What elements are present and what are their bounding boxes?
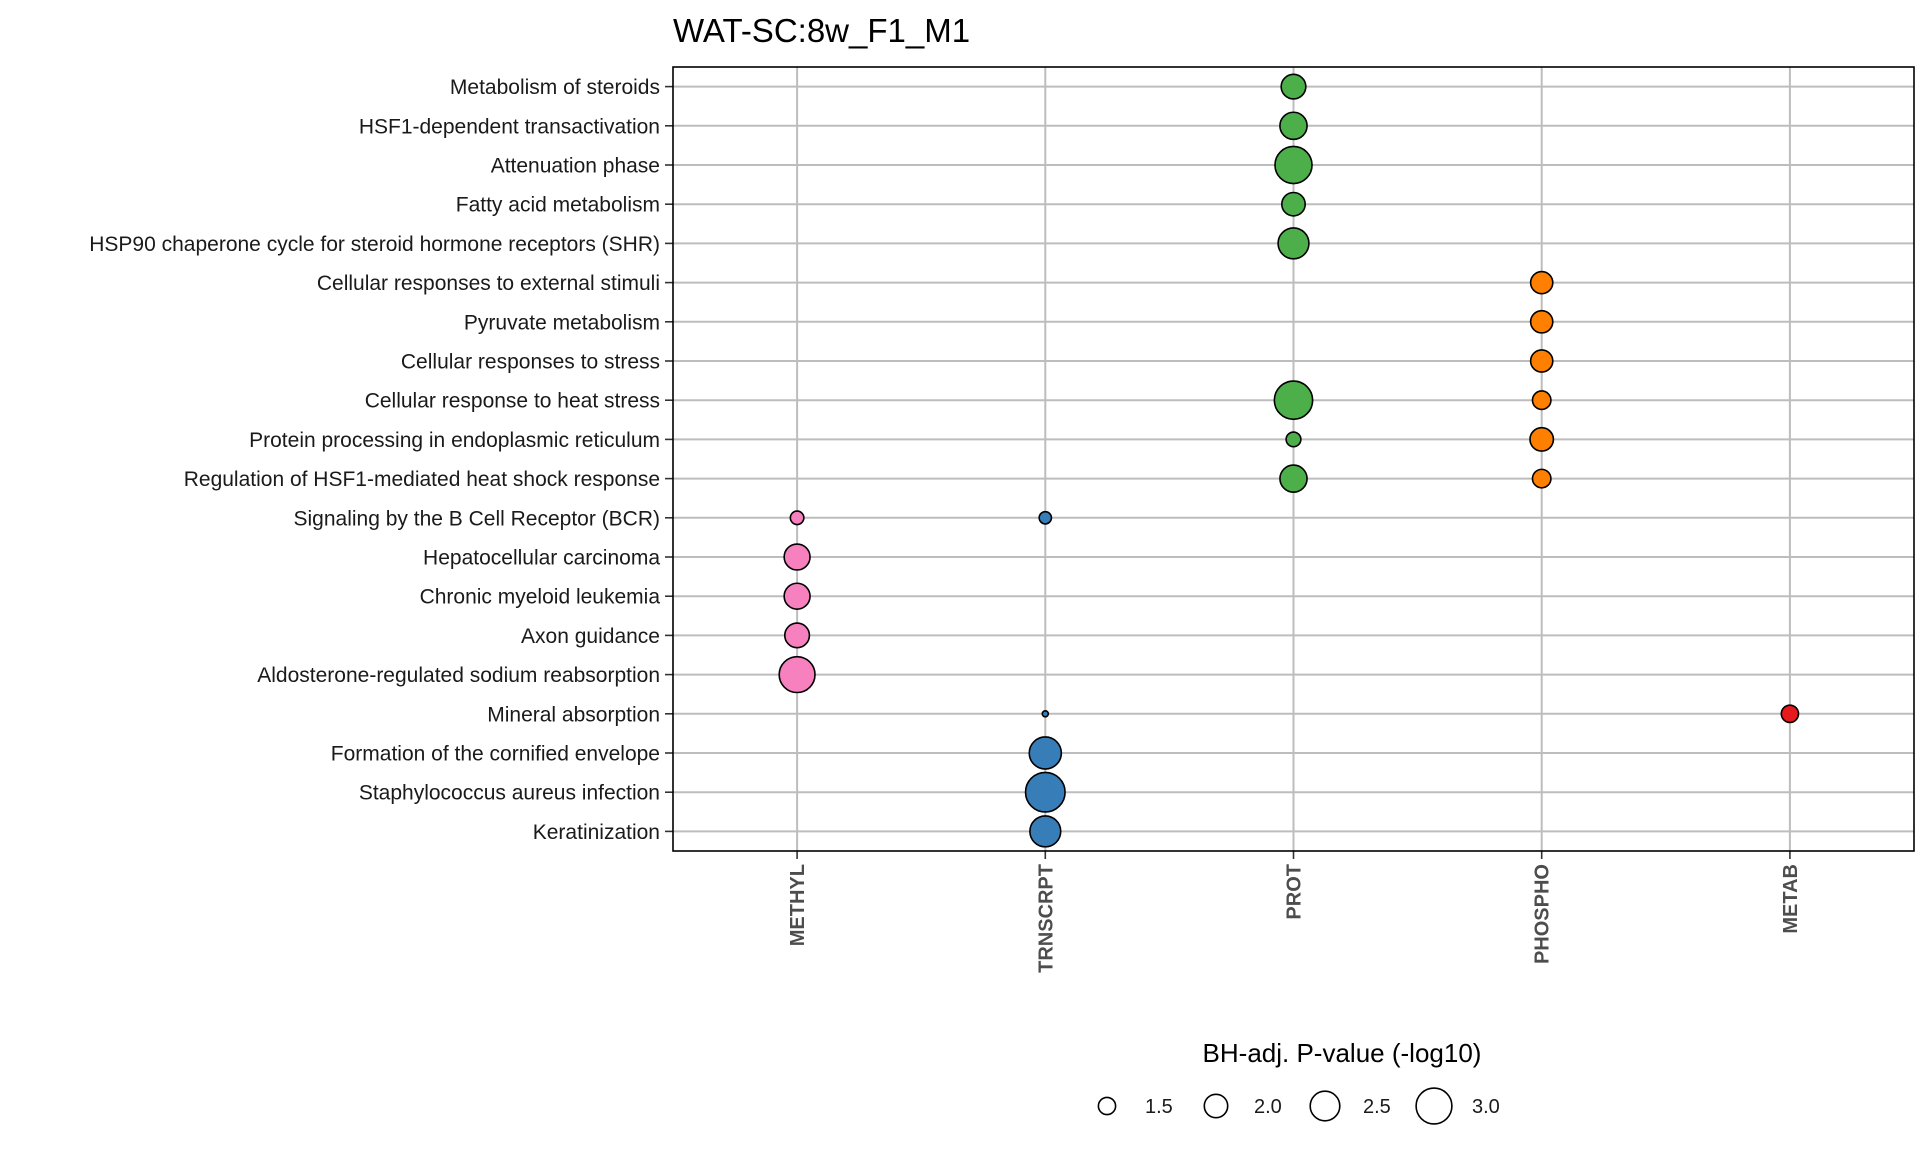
y-tick-label: Staphylococcus aureus infection bbox=[359, 782, 660, 805]
y-axis: Metabolism of steroids HSF1-dependent tra… bbox=[89, 76, 673, 844]
y-tick-label: Hepatocellular carcinoma bbox=[423, 547, 660, 570]
data-point bbox=[1028, 736, 1063, 770]
data-point bbox=[1279, 111, 1308, 141]
data-point bbox=[783, 622, 811, 649]
data-point bbox=[1024, 771, 1066, 813]
y-tick-label: Pyruvate metabolism bbox=[464, 311, 660, 334]
data-point bbox=[789, 510, 805, 526]
x-tick-label: TRNSCRPT bbox=[1035, 864, 1057, 973]
data-point bbox=[1780, 704, 1800, 724]
y-tick-label: Formation of the cornified envelope bbox=[331, 743, 660, 766]
y-tick-label: Keratinization bbox=[533, 821, 660, 844]
data-point bbox=[1041, 709, 1050, 718]
y-tick-label: Cellular response to heat stress bbox=[365, 390, 660, 413]
legend-key-label: 3.0 bbox=[1472, 1096, 1500, 1118]
y-tick-label: Regulation of HSF1-mediated heat shock r… bbox=[184, 468, 660, 491]
size-legend: BH-adj. P-value (-log10) 1.5 2.0 2.5 3.0 bbox=[1097, 1038, 1500, 1125]
points-layer bbox=[778, 73, 1800, 848]
grid-layer bbox=[673, 67, 1914, 851]
data-point bbox=[1273, 380, 1314, 421]
data-point bbox=[1529, 426, 1555, 452]
y-tick-label: HSP90 chaperone cycle for steroid hormon… bbox=[89, 233, 660, 256]
data-point bbox=[783, 543, 811, 571]
y-tick-label: HSF1-dependent transactivation bbox=[359, 115, 660, 138]
data-point bbox=[1529, 309, 1554, 334]
chart-title: WAT-SC:8w_F1_M1 bbox=[673, 12, 970, 49]
data-point bbox=[1280, 73, 1307, 100]
data-point bbox=[1274, 145, 1313, 185]
y-tick-label: Attenuation phase bbox=[491, 155, 660, 178]
legend-key-circle bbox=[1097, 1096, 1117, 1116]
data-point bbox=[1029, 815, 1062, 848]
x-axis: METHYL TRNSCRPT PROT PHOSPHO METAB bbox=[787, 851, 1802, 973]
y-tick-label: Aldosterone-regulated sodium reabsorptio… bbox=[257, 664, 660, 687]
y-tick-label: Protein processing in endoplasmic reticu… bbox=[249, 429, 660, 452]
legend-key-label: 2.0 bbox=[1254, 1096, 1282, 1118]
data-point bbox=[1531, 468, 1552, 489]
data-point bbox=[1279, 464, 1308, 493]
legend-key-circle bbox=[1415, 1087, 1453, 1125]
data-point bbox=[1277, 227, 1310, 260]
data-point bbox=[1529, 270, 1554, 295]
y-tick-label: Signaling by the B Cell Receptor (BCR) bbox=[294, 507, 661, 530]
x-tick-label: PHOSPHO bbox=[1532, 864, 1554, 964]
y-tick-label: Metabolism of steroids bbox=[450, 76, 660, 99]
x-tick-label: METHYL bbox=[787, 864, 809, 946]
data-point bbox=[1529, 349, 1554, 373]
panel-border bbox=[672, 66, 1915, 852]
legend-title: BH-adj. P-value (-log10) bbox=[1203, 1038, 1482, 1068]
data-point bbox=[1038, 510, 1053, 525]
data-point bbox=[1285, 431, 1302, 448]
y-tick-label: Axon guidance bbox=[521, 625, 660, 648]
y-tick-label: Mineral absorption bbox=[487, 703, 660, 726]
legend-key-circle bbox=[1203, 1093, 1229, 1119]
x-tick-label: PROT bbox=[1284, 864, 1306, 920]
legend-key-circle bbox=[1309, 1090, 1341, 1122]
y-tick-label: Cellular responses to external stimuli bbox=[317, 272, 660, 295]
data-point bbox=[778, 655, 816, 694]
y-tick-label: Cellular responses to stress bbox=[401, 351, 660, 374]
y-tick-label: Fatty acid metabolism bbox=[456, 194, 660, 217]
y-tick-label: Chronic myeloid leukemia bbox=[420, 586, 661, 609]
x-tick-label: METAB bbox=[1780, 864, 1802, 934]
legend-key-label: 1.5 bbox=[1145, 1096, 1173, 1118]
legend-key-label: 2.5 bbox=[1363, 1096, 1391, 1118]
data-point bbox=[783, 582, 811, 610]
data-point bbox=[1281, 191, 1307, 217]
data-point bbox=[1531, 390, 1552, 411]
